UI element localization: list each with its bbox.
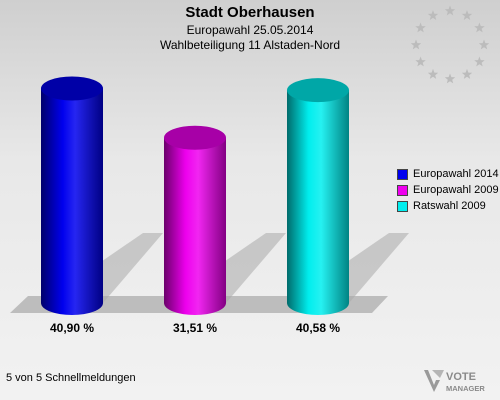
legend-swatch-1 bbox=[397, 184, 408, 196]
eu-stars-icon bbox=[410, 5, 490, 84]
bar-top-0 bbox=[41, 76, 103, 101]
footer-status: 5 von 5 Schnellmeldungen bbox=[6, 372, 136, 384]
legend-swatch-2 bbox=[397, 200, 408, 212]
bar-value-label-1: 31,51 % bbox=[173, 321, 217, 335]
eu-star-4 bbox=[474, 56, 485, 67]
chart-subtitle-district: Wahlbeteiligung 11 Alstaden-Nord bbox=[159, 38, 341, 52]
eu-star-6 bbox=[444, 73, 456, 84]
bar-1 bbox=[164, 125, 286, 315]
bar-top-1 bbox=[164, 125, 226, 150]
legend-label-2: Ratswahl 2009 bbox=[413, 200, 486, 212]
eu-star-5 bbox=[461, 68, 473, 79]
vote-manager-logo: VOTE MANAGER bbox=[424, 370, 485, 393]
legend-swatch-0 bbox=[397, 168, 408, 180]
bar-2 bbox=[287, 78, 409, 315]
eu-star-10 bbox=[415, 22, 426, 33]
legend-item-1: Europawahl 2009 bbox=[397, 182, 499, 198]
bar-body-2 bbox=[287, 90, 349, 315]
bar-top-2 bbox=[287, 78, 349, 103]
eu-star-2 bbox=[474, 22, 485, 33]
eu-star-7 bbox=[427, 68, 439, 79]
bar-body-0 bbox=[41, 88, 103, 315]
bar-value-label-0: 40,90 % bbox=[50, 321, 94, 335]
bar-value-label-2: 40,58 % bbox=[296, 321, 340, 335]
legend-label-0: Europawahl 2014 bbox=[413, 168, 499, 180]
chart-subtitle-election: Europawahl 25.05.2014 bbox=[186, 23, 314, 37]
bar-body-1 bbox=[164, 137, 226, 315]
eu-star-0 bbox=[444, 5, 456, 16]
legend-item-2: Ratswahl 2009 bbox=[397, 198, 499, 214]
chart-title: Stadt Oberhausen bbox=[185, 4, 315, 21]
vote-manager-logo-mark bbox=[424, 370, 444, 392]
legend-item-0: Europawahl 2014 bbox=[397, 166, 499, 182]
eu-star-9 bbox=[410, 39, 422, 50]
bar-0 bbox=[41, 76, 163, 315]
legend-label-1: Europawahl 2009 bbox=[413, 184, 499, 196]
legend: Europawahl 2014 Europawahl 2009 Ratswahl… bbox=[397, 166, 499, 214]
eu-star-11 bbox=[427, 10, 439, 20]
logo-text-vote: VOTE bbox=[446, 371, 476, 383]
logo-text-manager: MANAGER bbox=[446, 384, 485, 393]
eu-star-3 bbox=[478, 39, 490, 50]
eu-star-1 bbox=[461, 10, 473, 20]
eu-star-8 bbox=[415, 56, 426, 67]
